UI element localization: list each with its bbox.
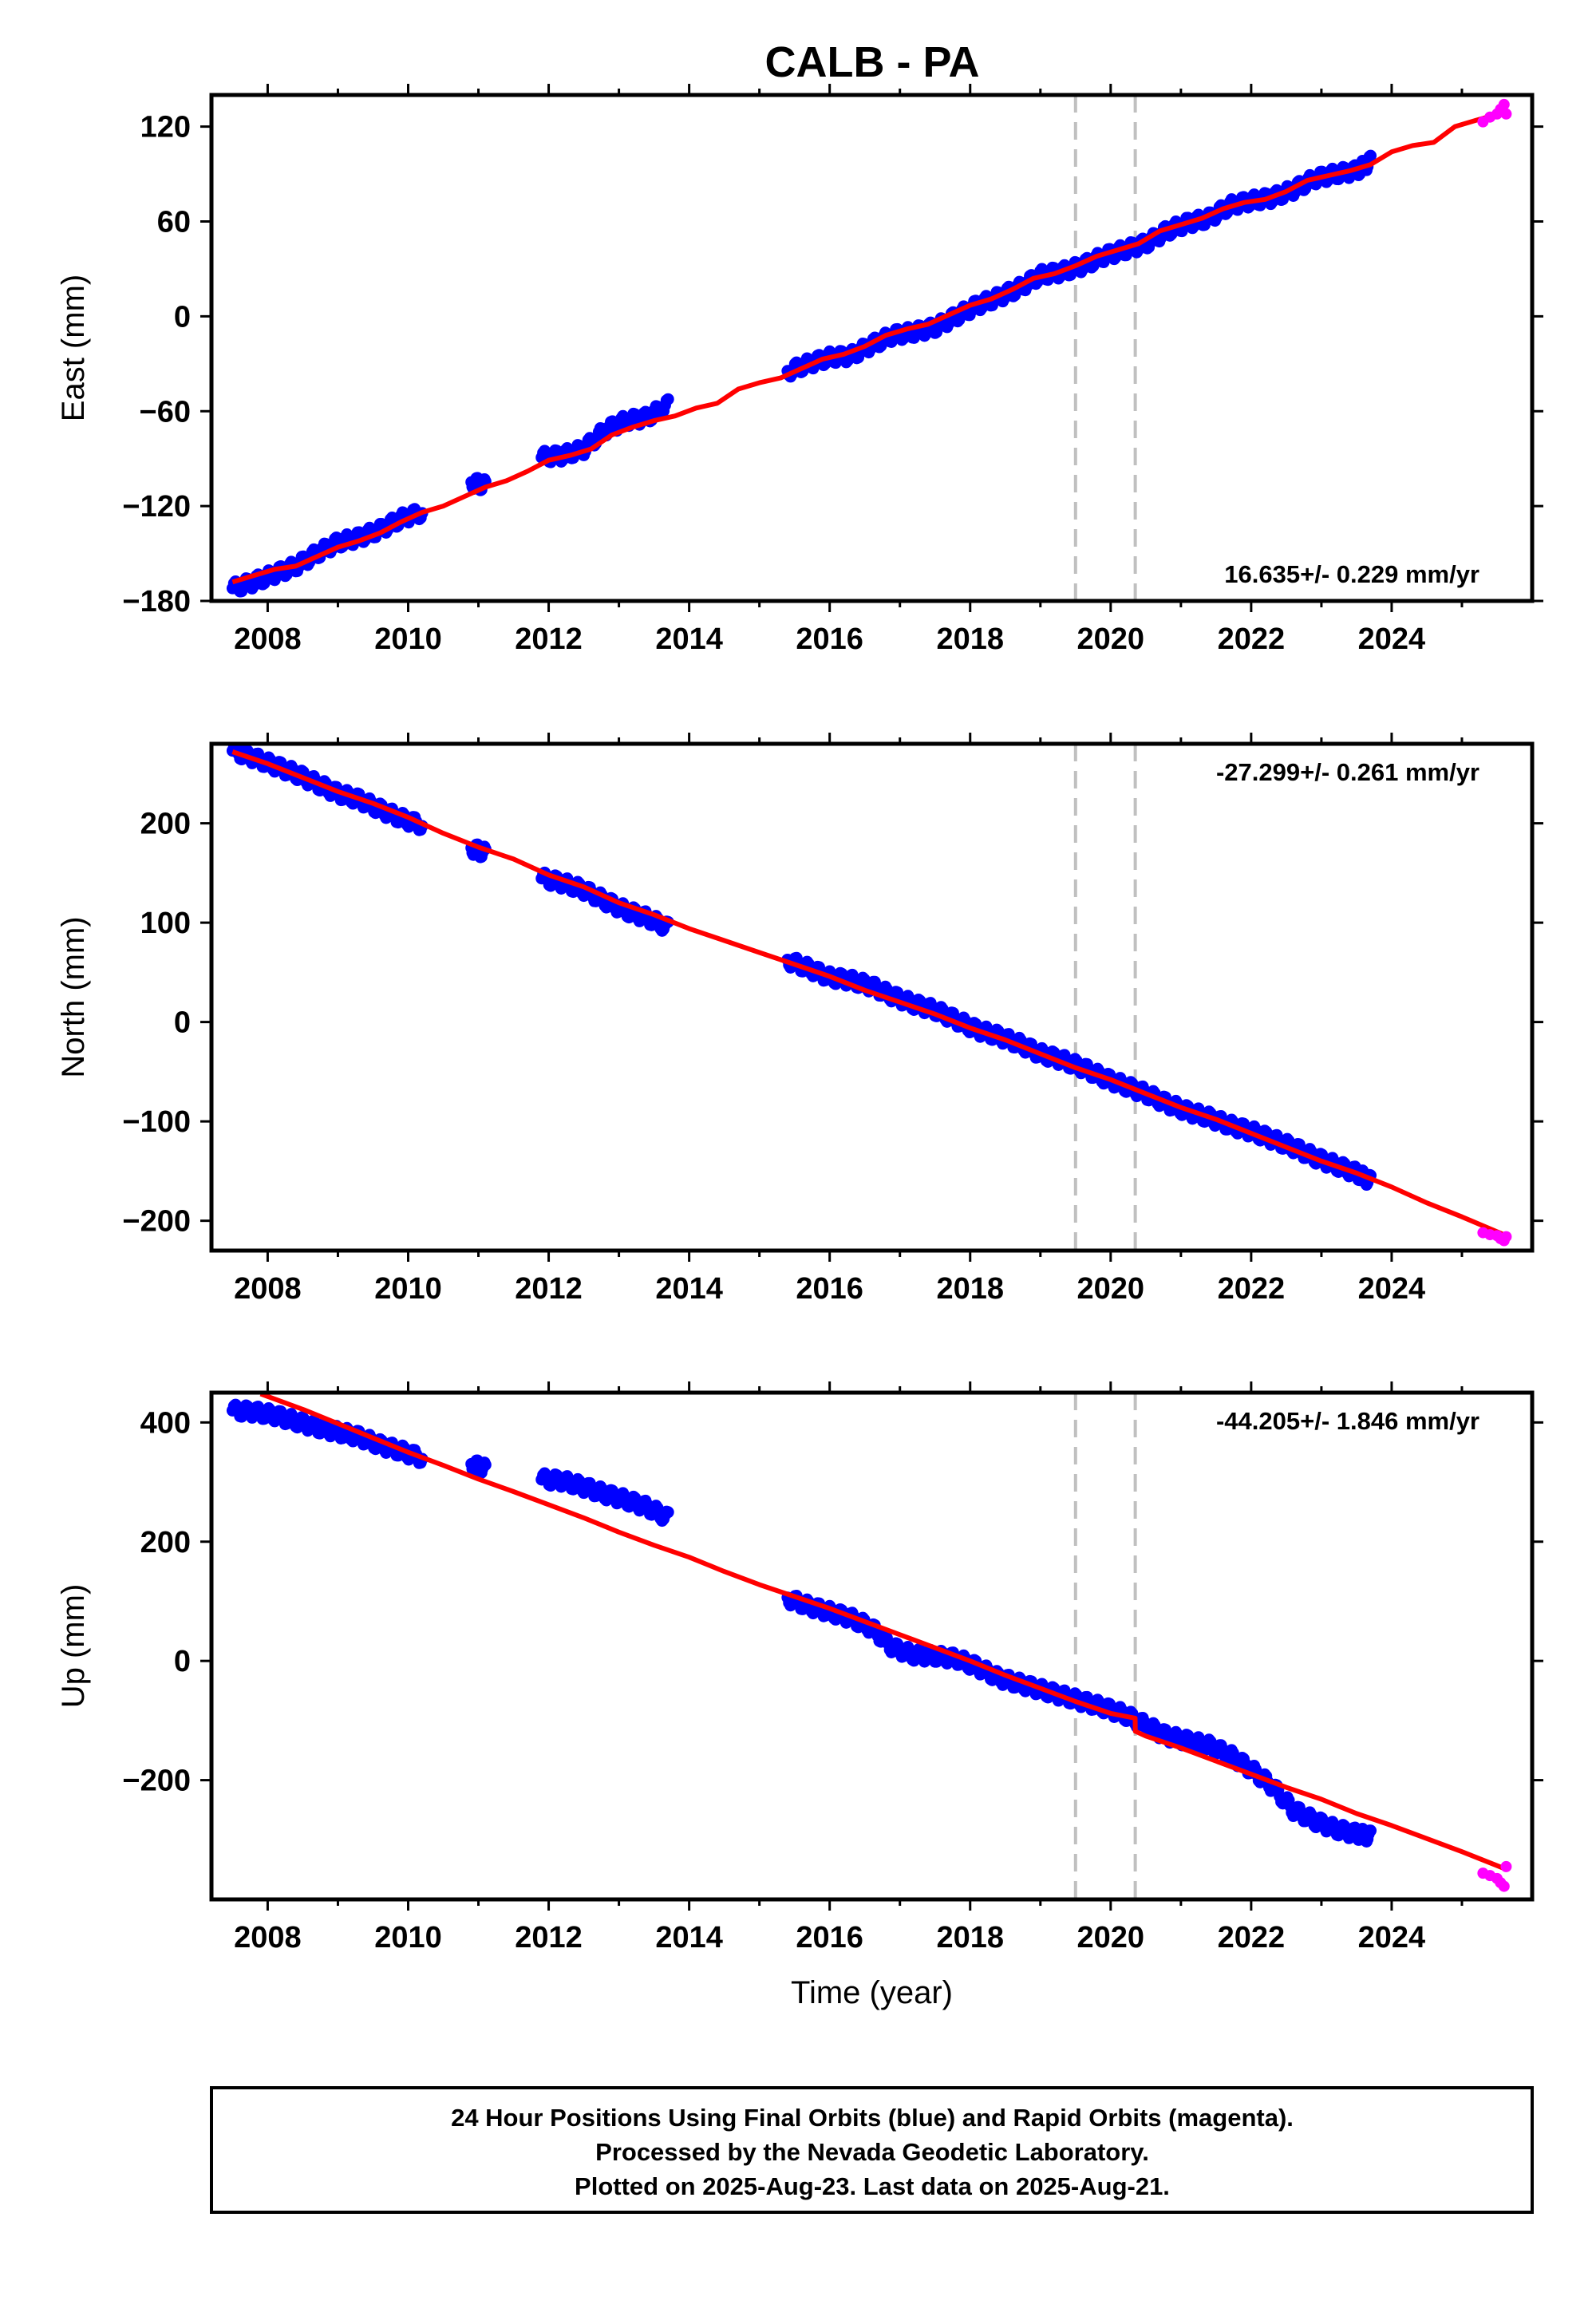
east-x-tick-label: 2022 [1218, 622, 1286, 656]
up-final-point [662, 1506, 674, 1519]
north-panel: 2008 2010 2012 2014 2016 2018 2020 2022 2024 −200… [56, 733, 1543, 1306]
north-x-tick-label: 2018 [936, 1272, 1004, 1306]
east-y-tick-label: −180 [122, 585, 191, 619]
up-x-tick-label: 2022 [1218, 1921, 1286, 1954]
up-plot-area [226, 1393, 1512, 1899]
north-plot-area [226, 744, 1512, 1251]
up-x-tick-label: 2018 [936, 1921, 1004, 1954]
up-rapid-point [1498, 1880, 1510, 1892]
up-x-tick-label: 2008 [234, 1921, 302, 1954]
east-rate-label: 16.635+/- 0.229 mm/yr [1224, 560, 1479, 588]
up-x-axis-label: Time (year) [791, 1975, 953, 2010]
east-x-tick-label: 2010 [374, 622, 442, 656]
up-y-tick-label: −200 [122, 1765, 191, 1798]
up-final-series-2 [535, 1467, 674, 1528]
east-frame [209, 93, 1535, 603]
north-x-tick-label: 2014 [655, 1272, 723, 1306]
up-x-tick-label: 2020 [1077, 1921, 1145, 1954]
east-x-tick-label: 2008 [234, 622, 302, 656]
north-x-tick-label: 2012 [515, 1272, 583, 1306]
up-final-series-0 [226, 1398, 429, 1469]
up-x-tick-label: 2016 [796, 1921, 863, 1954]
up-rapid-point [1500, 1860, 1512, 1872]
north-x-tick-label: 2016 [796, 1272, 863, 1306]
up-x-tick-label: 2014 [655, 1921, 723, 1954]
north-y-tick-label: 200 [140, 808, 191, 841]
north-rate-label: -27.299+/- 0.261 mm/yr [1216, 758, 1479, 786]
east-x-tick-label: 2020 [1077, 622, 1145, 656]
up-y-tick-label: 200 [140, 1526, 191, 1559]
up-final-series-3 [781, 1590, 1377, 1848]
north-x-tick-label: 2010 [374, 1272, 442, 1306]
up-rapid-series [1477, 1860, 1512, 1892]
up-y-axis-label: Up (mm) [56, 1584, 91, 1709]
north-y-tick-label: −200 [122, 1205, 191, 1239]
up-x-tick-label: 2010 [374, 1921, 442, 1954]
east-rapid-point [1498, 98, 1510, 110]
north-y-tick-label: 0 [174, 1006, 191, 1040]
up-rate-label: -44.205+/- 1.846 mm/yr [1216, 1407, 1479, 1435]
north-x-tick-label: 2022 [1218, 1272, 1286, 1306]
footer-line-1: 24 Hour Positions Using Final Orbits (bl… [451, 2104, 1294, 2132]
east-plot-area [226, 95, 1512, 601]
up-final-point [1365, 1824, 1377, 1837]
east-final-point [662, 393, 674, 405]
north-rapid-point [1500, 1231, 1512, 1243]
north-y-tick-label: 100 [140, 907, 191, 940]
east-x-tick-label: 2012 [515, 622, 583, 656]
east-rapid-point [1500, 108, 1512, 120]
up-x-tick-label: 2024 [1358, 1921, 1426, 1954]
north-rapid-series [1477, 1227, 1512, 1247]
up-frame [209, 1390, 1535, 1902]
north-y-tick-label: −100 [122, 1105, 191, 1139]
footer-box: 24 Hour Positions Using Final Orbits (bl… [210, 2086, 1534, 2214]
up-y-tick-label: 0 [174, 1645, 191, 1678]
up-model-line [259, 1393, 1505, 1871]
up-y-tick-label: 400 [140, 1406, 191, 1440]
east-y-tick-label: 60 [157, 206, 191, 239]
north-x-tick-label: 2008 [234, 1272, 302, 1306]
north-x-tick-label: 2020 [1077, 1272, 1145, 1306]
east-y-tick-label: 120 [140, 111, 191, 144]
north-frame [209, 741, 1535, 1253]
east-x-tick-label: 2014 [655, 622, 723, 656]
east-x-tick-label: 2016 [796, 622, 863, 656]
east-y-tick-label: −120 [122, 490, 191, 524]
east-model-line [231, 109, 1505, 585]
page-title: CALB - PA [765, 38, 980, 86]
footer-line-2: Processed by the Nevada Geodetic Laborat… [595, 2138, 1149, 2166]
up-x-tick-label: 2012 [515, 1921, 583, 1954]
north-model-line [231, 749, 1505, 1237]
east-final-point [1365, 149, 1377, 162]
east-y-tick-label: 0 [174, 300, 191, 334]
up-final-point [479, 1458, 492, 1471]
east-panel: 2008 2010 2012 2014 2016 2018 2020 2022 2024 −180… [56, 84, 1543, 656]
north-y-axis-label: North (mm) [56, 916, 91, 1077]
east-y-axis-label: East (mm) [56, 275, 91, 421]
east-y-tick-label: −60 [140, 395, 191, 429]
up-final-series-1 [465, 1454, 492, 1480]
east-x-tick-label: 2018 [936, 622, 1004, 656]
east-rapid-series [1477, 98, 1512, 128]
up-panel: 2008 2010 2012 2014 2016 2018 2020 2022 2024 −200… [56, 1381, 1543, 2010]
east-x-tick-label: 2024 [1358, 622, 1426, 656]
footer-line-3: Plotted on 2025-Aug-23. Last data on 202… [575, 2172, 1170, 2200]
north-x-tick-label: 2024 [1358, 1272, 1426, 1306]
